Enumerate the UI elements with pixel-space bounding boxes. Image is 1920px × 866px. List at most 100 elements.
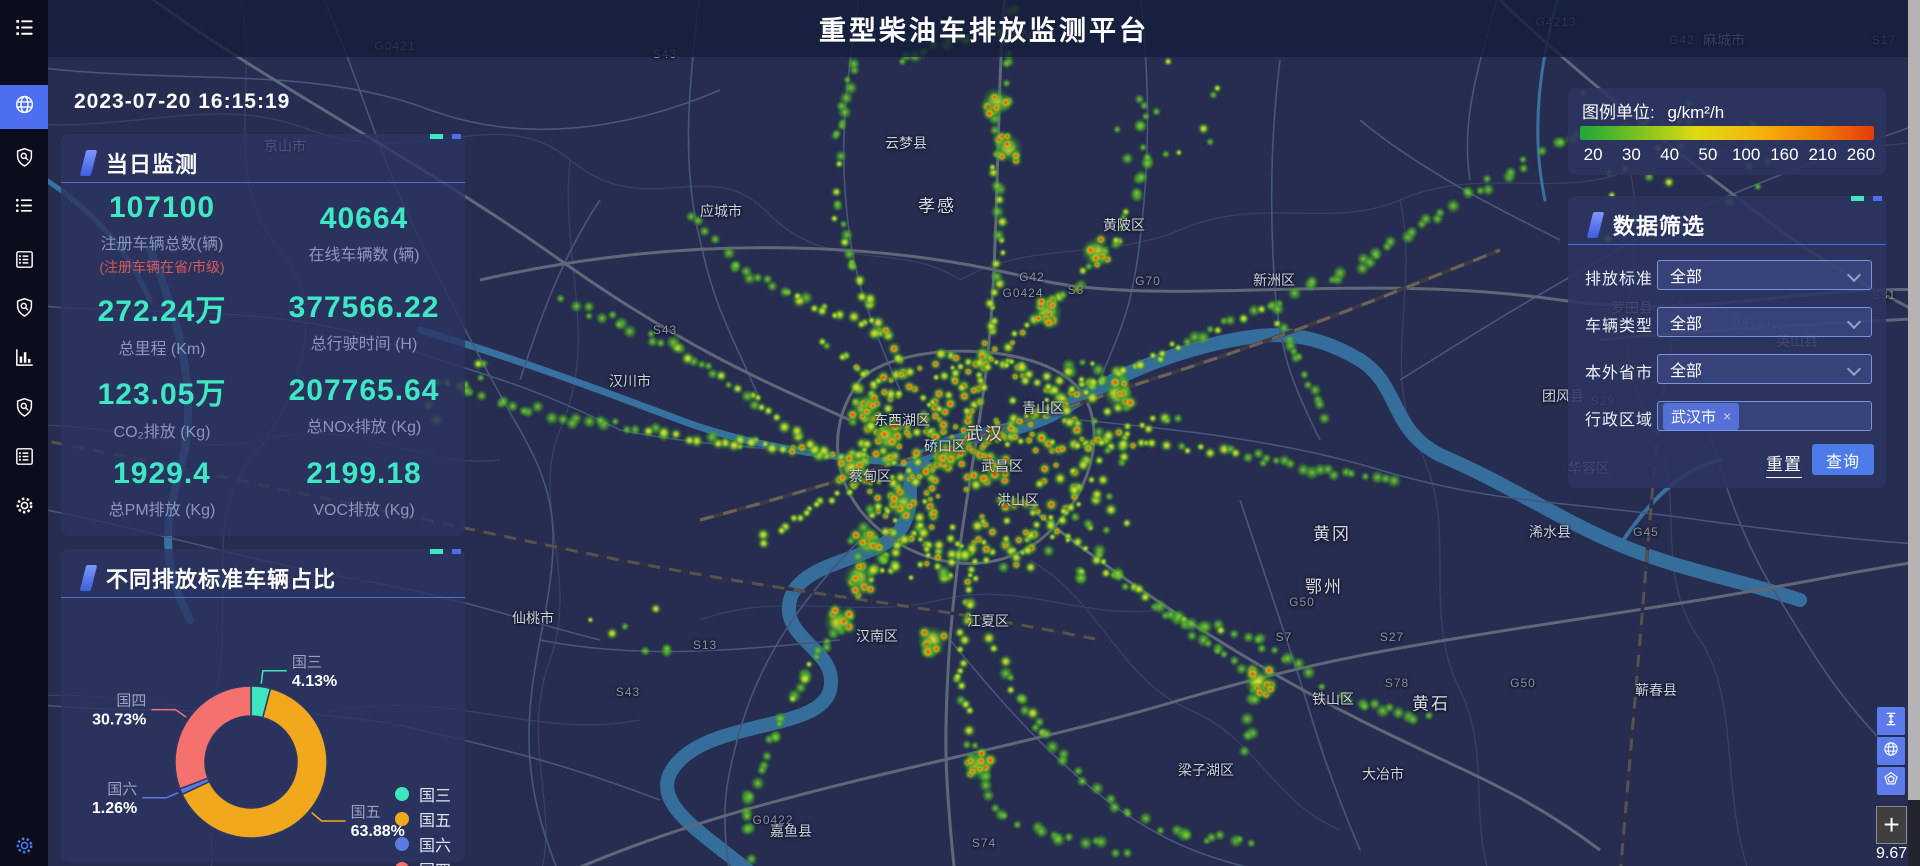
- region-tag-text: 武汉市: [1671, 408, 1717, 426]
- legend-item-国六[interactable]: 国六: [394, 831, 451, 856]
- legend-dot: [394, 861, 409, 866]
- stat-cell: 123.05万 CO₂排放 (Kg): [61, 364, 263, 447]
- sidebar-item-system-settings[interactable]: [0, 486, 48, 530]
- legend-item-国三[interactable]: 国三: [394, 781, 451, 806]
- donut-callout-value: 1.26%: [92, 800, 137, 817]
- divider: [1568, 244, 1886, 245]
- stat-cell: 40664 在线车辆数 (辆): [263, 186, 465, 281]
- legend-unit-label: 图例单位:: [1582, 103, 1655, 122]
- filter-row-emission-standard-select: 排放标准 全部: [1568, 260, 1886, 290]
- donut-callout-line: [311, 812, 346, 822]
- sidebar-item-statistics[interactable]: [0, 338, 48, 382]
- current-datetime: 2023-07-20 16:15:19: [74, 90, 291, 113]
- polygon-layer-button[interactable]: [1877, 767, 1905, 795]
- daily-monitor-panel: 当日监测 107100 注册车辆总数(辆) (注册车辆在省/市级) 40664 在线车辆…: [61, 134, 465, 536]
- gear-icon: [13, 494, 36, 522]
- ruler-icon: [1882, 710, 1900, 733]
- divider-deco-blue: [452, 549, 461, 554]
- donut-panel-title: 不同排放标准车辆占比: [106, 567, 337, 592]
- stats-grid: 107100 注册车辆总数(辆) (注册车辆在省/市级) 40664 在线车辆数 (辆)…: [61, 186, 465, 530]
- stat-label: CO₂排放 (Kg): [113, 424, 211, 442]
- emission-standard-select[interactable]: 全部: [1657, 260, 1872, 290]
- donut-chart-legend: 国三国五国六国四: [394, 781, 451, 866]
- stat-label: 总里程 (Km): [118, 341, 206, 359]
- sidebar-item-map-monitor[interactable]: [0, 85, 48, 129]
- sidebar-item-report-forms[interactable]: [0, 240, 48, 284]
- admin-region-field[interactable]: 武汉市 ×: [1657, 401, 1872, 431]
- chevron-down-icon: [1846, 314, 1862, 330]
- title-slash-decoration: [79, 150, 98, 176]
- stat-cell: 1929.4 总PM排放 (Kg): [61, 447, 263, 530]
- region-tag: 武汉市 ×: [1663, 402, 1740, 430]
- stat-value: 123.05万: [97, 378, 227, 412]
- stat-label: 总行驶时间 (H): [310, 336, 418, 354]
- sidebar-nav: [0, 0, 48, 866]
- donut-callout-line: [260, 670, 287, 684]
- page-title: 重型柴油车排放监测平台: [819, 16, 1149, 46]
- stat-value: 107100: [108, 190, 216, 224]
- sidebar-item-records[interactable]: [0, 437, 48, 481]
- legend-dot: [394, 836, 409, 851]
- legend-tick: 50: [1698, 145, 1718, 164]
- sidebar-item-data-list[interactable]: [0, 186, 48, 230]
- vehicle-type-select[interactable]: 全部: [1657, 307, 1872, 337]
- sidebar-item-supervision-search[interactable]: [0, 138, 48, 182]
- sidebar-item-settings-bottom[interactable]: [0, 826, 48, 866]
- filter-row-vehicle-type-select: 车辆类型 全部: [1568, 307, 1886, 337]
- emission-standard-share-panel: 不同排放标准车辆占比 国三 4.13% 国五 63.88% 国六 1.26% 国四 30.73…: [61, 549, 465, 866]
- donut-callout-name: 国六: [107, 781, 137, 798]
- legend-item-国四[interactable]: 国四: [394, 856, 451, 866]
- filter-label: 车辆类型: [1585, 318, 1654, 335]
- stat-cell: 107100 注册车辆总数(辆) (注册车辆在省/市级): [61, 186, 263, 281]
- legend-tick: 160: [1770, 145, 1799, 164]
- divider-deco-teal: [430, 549, 443, 554]
- list-icon: [13, 194, 36, 222]
- stat-value: 207765.64: [288, 374, 440, 408]
- query-button[interactable]: 查询: [1812, 444, 1874, 475]
- legend-tick: 260: [1846, 145, 1876, 164]
- tag-close-icon[interactable]: ×: [1723, 408, 1732, 424]
- select-value: 全部: [1670, 363, 1703, 380]
- legend-item-国五[interactable]: 国五: [394, 806, 451, 831]
- donut-slice-国四[interactable]: [174, 685, 252, 790]
- stat-cell: 377566.22 总行驶时间 (H): [263, 281, 465, 364]
- stat-cell: 272.24万总里程 (Km): [61, 281, 263, 364]
- globe-layer-button[interactable]: [1877, 737, 1905, 765]
- title-slash-decoration: [79, 565, 98, 591]
- stat-label: 注册车辆总数(辆): [100, 235, 224, 253]
- filter-label: 排放标准: [1585, 271, 1654, 288]
- chevron-down-icon: [1846, 267, 1862, 283]
- form-icon: [13, 445, 36, 473]
- stat-value: 272.24万: [97, 295, 227, 329]
- stat-value: 1929.4: [113, 457, 211, 491]
- province-select[interactable]: 全部: [1657, 354, 1872, 384]
- globe-icon: [1882, 740, 1900, 763]
- legend-label: 国五: [418, 812, 451, 830]
- pentagon-icon: [1882, 770, 1900, 793]
- stat-note: (注册车辆在省/市级): [99, 258, 225, 275]
- sidebar-item-vehicle-inspection[interactable]: [0, 288, 48, 332]
- divider-deco-teal: [430, 134, 443, 139]
- donut-callout-name: 国四: [116, 693, 146, 710]
- page-scrollbar-thumb[interactable]: [1908, 0, 1920, 800]
- divider: [61, 182, 465, 183]
- legend-tick: 40: [1660, 145, 1680, 164]
- donut-callout-name: 国三: [292, 654, 322, 671]
- legend-dot: [394, 786, 409, 801]
- reset-button[interactable]: 重置: [1766, 450, 1802, 478]
- divider-deco-teal: [1851, 196, 1864, 201]
- menu-icon: [13, 16, 36, 44]
- filter-row-province-select: 本外省市 全部: [1568, 354, 1886, 384]
- zoom-in-button[interactable]: +: [1876, 806, 1907, 844]
- divider-deco-blue: [1873, 196, 1882, 201]
- legend-tick: 30: [1621, 145, 1641, 164]
- sidebar-item-menu-toggle[interactable]: [0, 8, 48, 52]
- filter-label: 行政区域: [1585, 412, 1654, 429]
- map-zoom-level: 9.67: [1876, 845, 1908, 862]
- sidebar-item-audit-check[interactable]: [0, 388, 48, 432]
- shield-search-icon: [13, 146, 36, 174]
- stat-value: 2199.18: [306, 457, 422, 491]
- measure-tool-button[interactable]: [1877, 707, 1905, 735]
- donut-callout-line: [142, 792, 179, 799]
